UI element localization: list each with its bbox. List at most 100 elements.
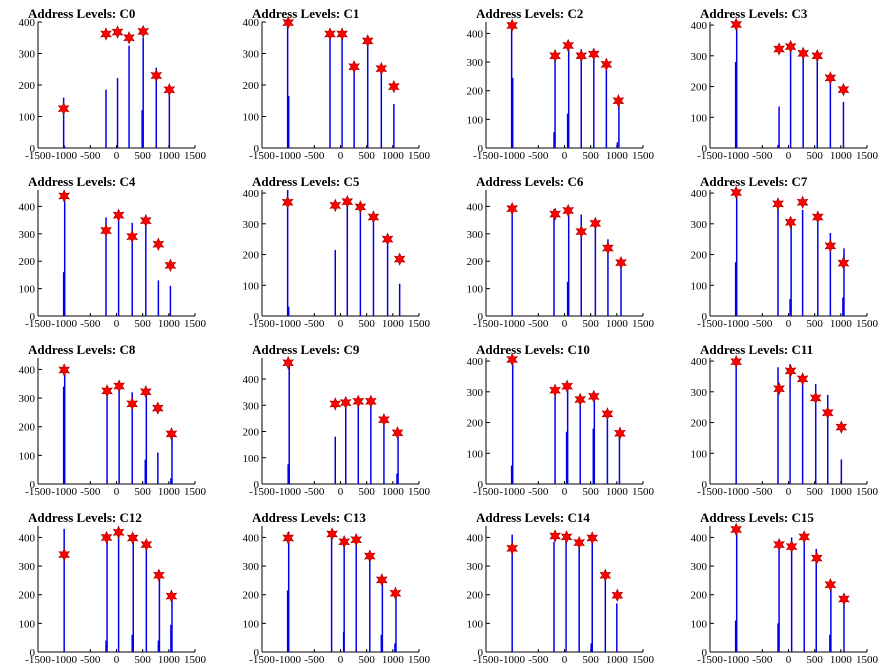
y-tick-label: 400 <box>691 532 708 544</box>
y-tick-label: 300 <box>243 219 260 231</box>
x-tick-label: -1500 <box>249 486 275 498</box>
chart-svg: 0 100 200 300 400 -1500 -1000 -500 0 500 1000 1500 <box>467 352 655 498</box>
x-tick-label: -500 <box>752 318 773 330</box>
chart-title: Address Levels: C14 <box>476 510 590 525</box>
histogram-bar <box>396 473 398 484</box>
peak-star-marker <box>112 208 125 222</box>
y-tick-label: 300 <box>467 561 484 573</box>
y-tick-label: 400 <box>467 356 484 368</box>
chart-panel: Address Levels: C2 0 100 200 300 400 -1500 -100… <box>448 0 672 168</box>
histogram-bar <box>370 405 372 484</box>
x-tick-label: -1000 <box>499 318 525 330</box>
histogram-bar <box>170 478 172 484</box>
x-tick-label: -1000 <box>499 486 525 498</box>
histogram-bar <box>105 640 107 652</box>
chart-title: Address Levels: C7 <box>700 174 808 189</box>
histogram-bar <box>117 530 120 652</box>
peak-star-marker <box>821 405 834 420</box>
peak-star-marker <box>587 47 600 61</box>
histogram-bar <box>554 394 556 484</box>
peak-star-marker <box>773 42 785 56</box>
histogram-bar <box>287 96 290 148</box>
histogram-bar <box>511 361 514 484</box>
histogram-bar <box>286 190 289 316</box>
histogram-bar <box>116 78 119 148</box>
peak-star-marker <box>281 195 294 210</box>
peak-star-marker <box>785 539 798 554</box>
histogram-bar <box>566 113 569 148</box>
peak-star-marker <box>811 210 824 224</box>
x-tick-label: 1000 <box>382 318 405 330</box>
peak-star-marker <box>57 101 70 116</box>
y-tick-label: 400 <box>467 201 484 213</box>
chart-svg: 0 100 200 300 400 -1500 -1000 -500 0 500 1000 1500 <box>467 190 655 330</box>
peak-star-marker <box>573 535 585 550</box>
peak-star-marker <box>378 412 390 427</box>
y-tick-label: 300 <box>691 387 708 399</box>
chart-panel: Address Levels: C3 0 100 200 300 400 -1500 -100… <box>672 0 896 168</box>
histogram-bar <box>158 571 161 652</box>
x-tick-label: 1000 <box>606 654 629 666</box>
peak-star-marker <box>153 568 165 582</box>
histogram-bar <box>171 594 173 652</box>
x-tick-label: 0 <box>562 318 568 330</box>
peak-star-marker <box>560 530 573 544</box>
histogram-bar <box>383 423 385 484</box>
chart-svg: 0 100 200 300 400 -1500 -1000 -500 0 500 1000 1500 <box>243 188 431 330</box>
y-tick-label: 0 <box>254 479 260 491</box>
histogram-bar <box>734 262 737 316</box>
chart-panel: Address Levels: C0 0 100 200 300 400 -1500 -100… <box>0 0 224 168</box>
chart-title: Address Levels: C10 <box>476 342 590 357</box>
y-tick-label: 300 <box>19 229 36 241</box>
x-tick-label: 1000 <box>158 486 181 498</box>
chart-title: Address Levels: C6 <box>476 174 584 189</box>
y-tick-label: 0 <box>478 647 484 659</box>
histogram-bar <box>131 634 133 652</box>
y-tick-label: 200 <box>467 256 484 268</box>
peak-star-marker <box>393 252 406 266</box>
peak-star-marker <box>835 420 848 434</box>
peak-star-marker <box>784 215 797 230</box>
histogram-bar <box>778 546 780 652</box>
histogram-bar <box>510 22 513 148</box>
chart-svg: 0 100 200 300 400 -1500 -1000 -500 0 500 1000 1500 <box>19 358 207 498</box>
x-tick-label: 1500 <box>408 654 431 666</box>
y-tick-label: 400 <box>19 17 36 29</box>
y-tick-label: 300 <box>19 561 36 573</box>
histogram-bar <box>157 452 159 484</box>
chart-title: Address Levels: C13 <box>252 510 366 525</box>
y-tick-label: 0 <box>478 479 484 491</box>
peak-star-marker <box>784 39 797 54</box>
y-tick-label: 0 <box>30 143 36 155</box>
histogram-bar <box>616 142 619 148</box>
histogram-bar <box>353 69 355 148</box>
chart-svg: 0 100 200 300 400 -1500 -1000 -500 0 500 1000 1500 <box>691 185 879 330</box>
histogram-bar <box>593 53 595 148</box>
histogram-bar <box>778 106 780 148</box>
x-tick-label: 0 <box>786 654 792 666</box>
histogram-bar <box>132 536 134 652</box>
y-tick-label: 200 <box>467 418 484 430</box>
peak-star-marker <box>329 198 342 213</box>
peak-star-marker <box>391 426 404 440</box>
peak-star-marker <box>824 239 837 253</box>
x-tick-label: 0 <box>338 318 344 330</box>
peak-star-marker <box>549 49 561 63</box>
histogram-bar <box>106 537 108 652</box>
chart-panel: Address Levels: C1 0 100 200 300 400 -1500 -100… <box>224 0 448 168</box>
x-tick-label: 500 <box>358 318 375 330</box>
histogram-bar <box>288 360 290 484</box>
y-tick-label: 100 <box>691 448 708 460</box>
peak-star-marker <box>589 216 602 231</box>
histogram-bar <box>395 594 397 652</box>
histogram-bar <box>735 194 738 316</box>
histogram-bar <box>620 258 622 316</box>
peak-star-marker <box>58 363 71 377</box>
histogram-bar <box>131 222 133 316</box>
peak-star-marker <box>348 59 360 74</box>
peak-star-marker <box>365 394 377 409</box>
histogram-bar <box>63 146 66 148</box>
x-tick-label: 0 <box>114 150 120 162</box>
y-tick-label: 100 <box>19 284 36 296</box>
histogram-bar <box>344 400 347 484</box>
